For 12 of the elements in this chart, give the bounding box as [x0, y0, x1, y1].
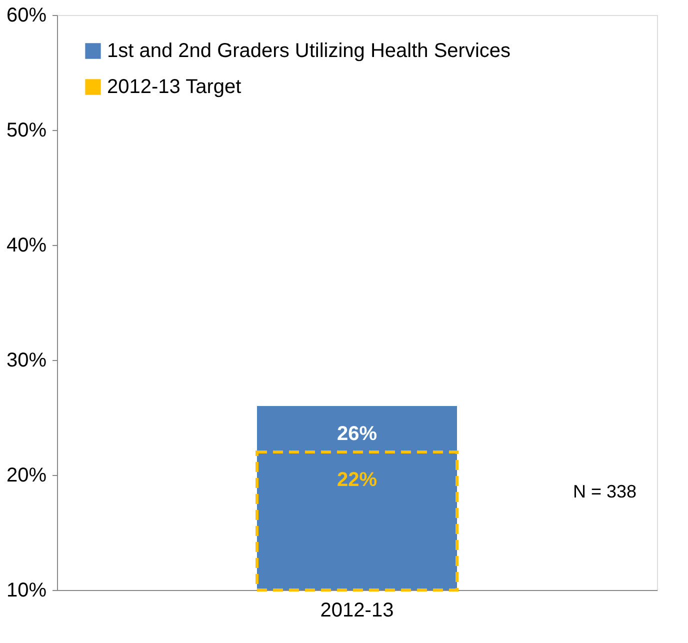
y-tick-label: 40% [6, 234, 47, 256]
legend-label: 2012-13 Target [107, 76, 242, 98]
y-tick-label: 50% [6, 120, 47, 142]
y-tick-label: 10% [6, 580, 47, 602]
y-tick-label: 20% [6, 464, 47, 486]
data-label: 22% [336, 469, 378, 491]
y-tick-label: 30% [6, 350, 47, 372]
y-tick-label: 60% [6, 4, 47, 26]
data-label: 26% [336, 423, 378, 445]
x-tick-label: 2012-13 [320, 600, 394, 622]
legend-label: 1st and 2nd Graders Utilizing Health Services [107, 40, 511, 62]
annotation: N = 338 [573, 481, 637, 502]
